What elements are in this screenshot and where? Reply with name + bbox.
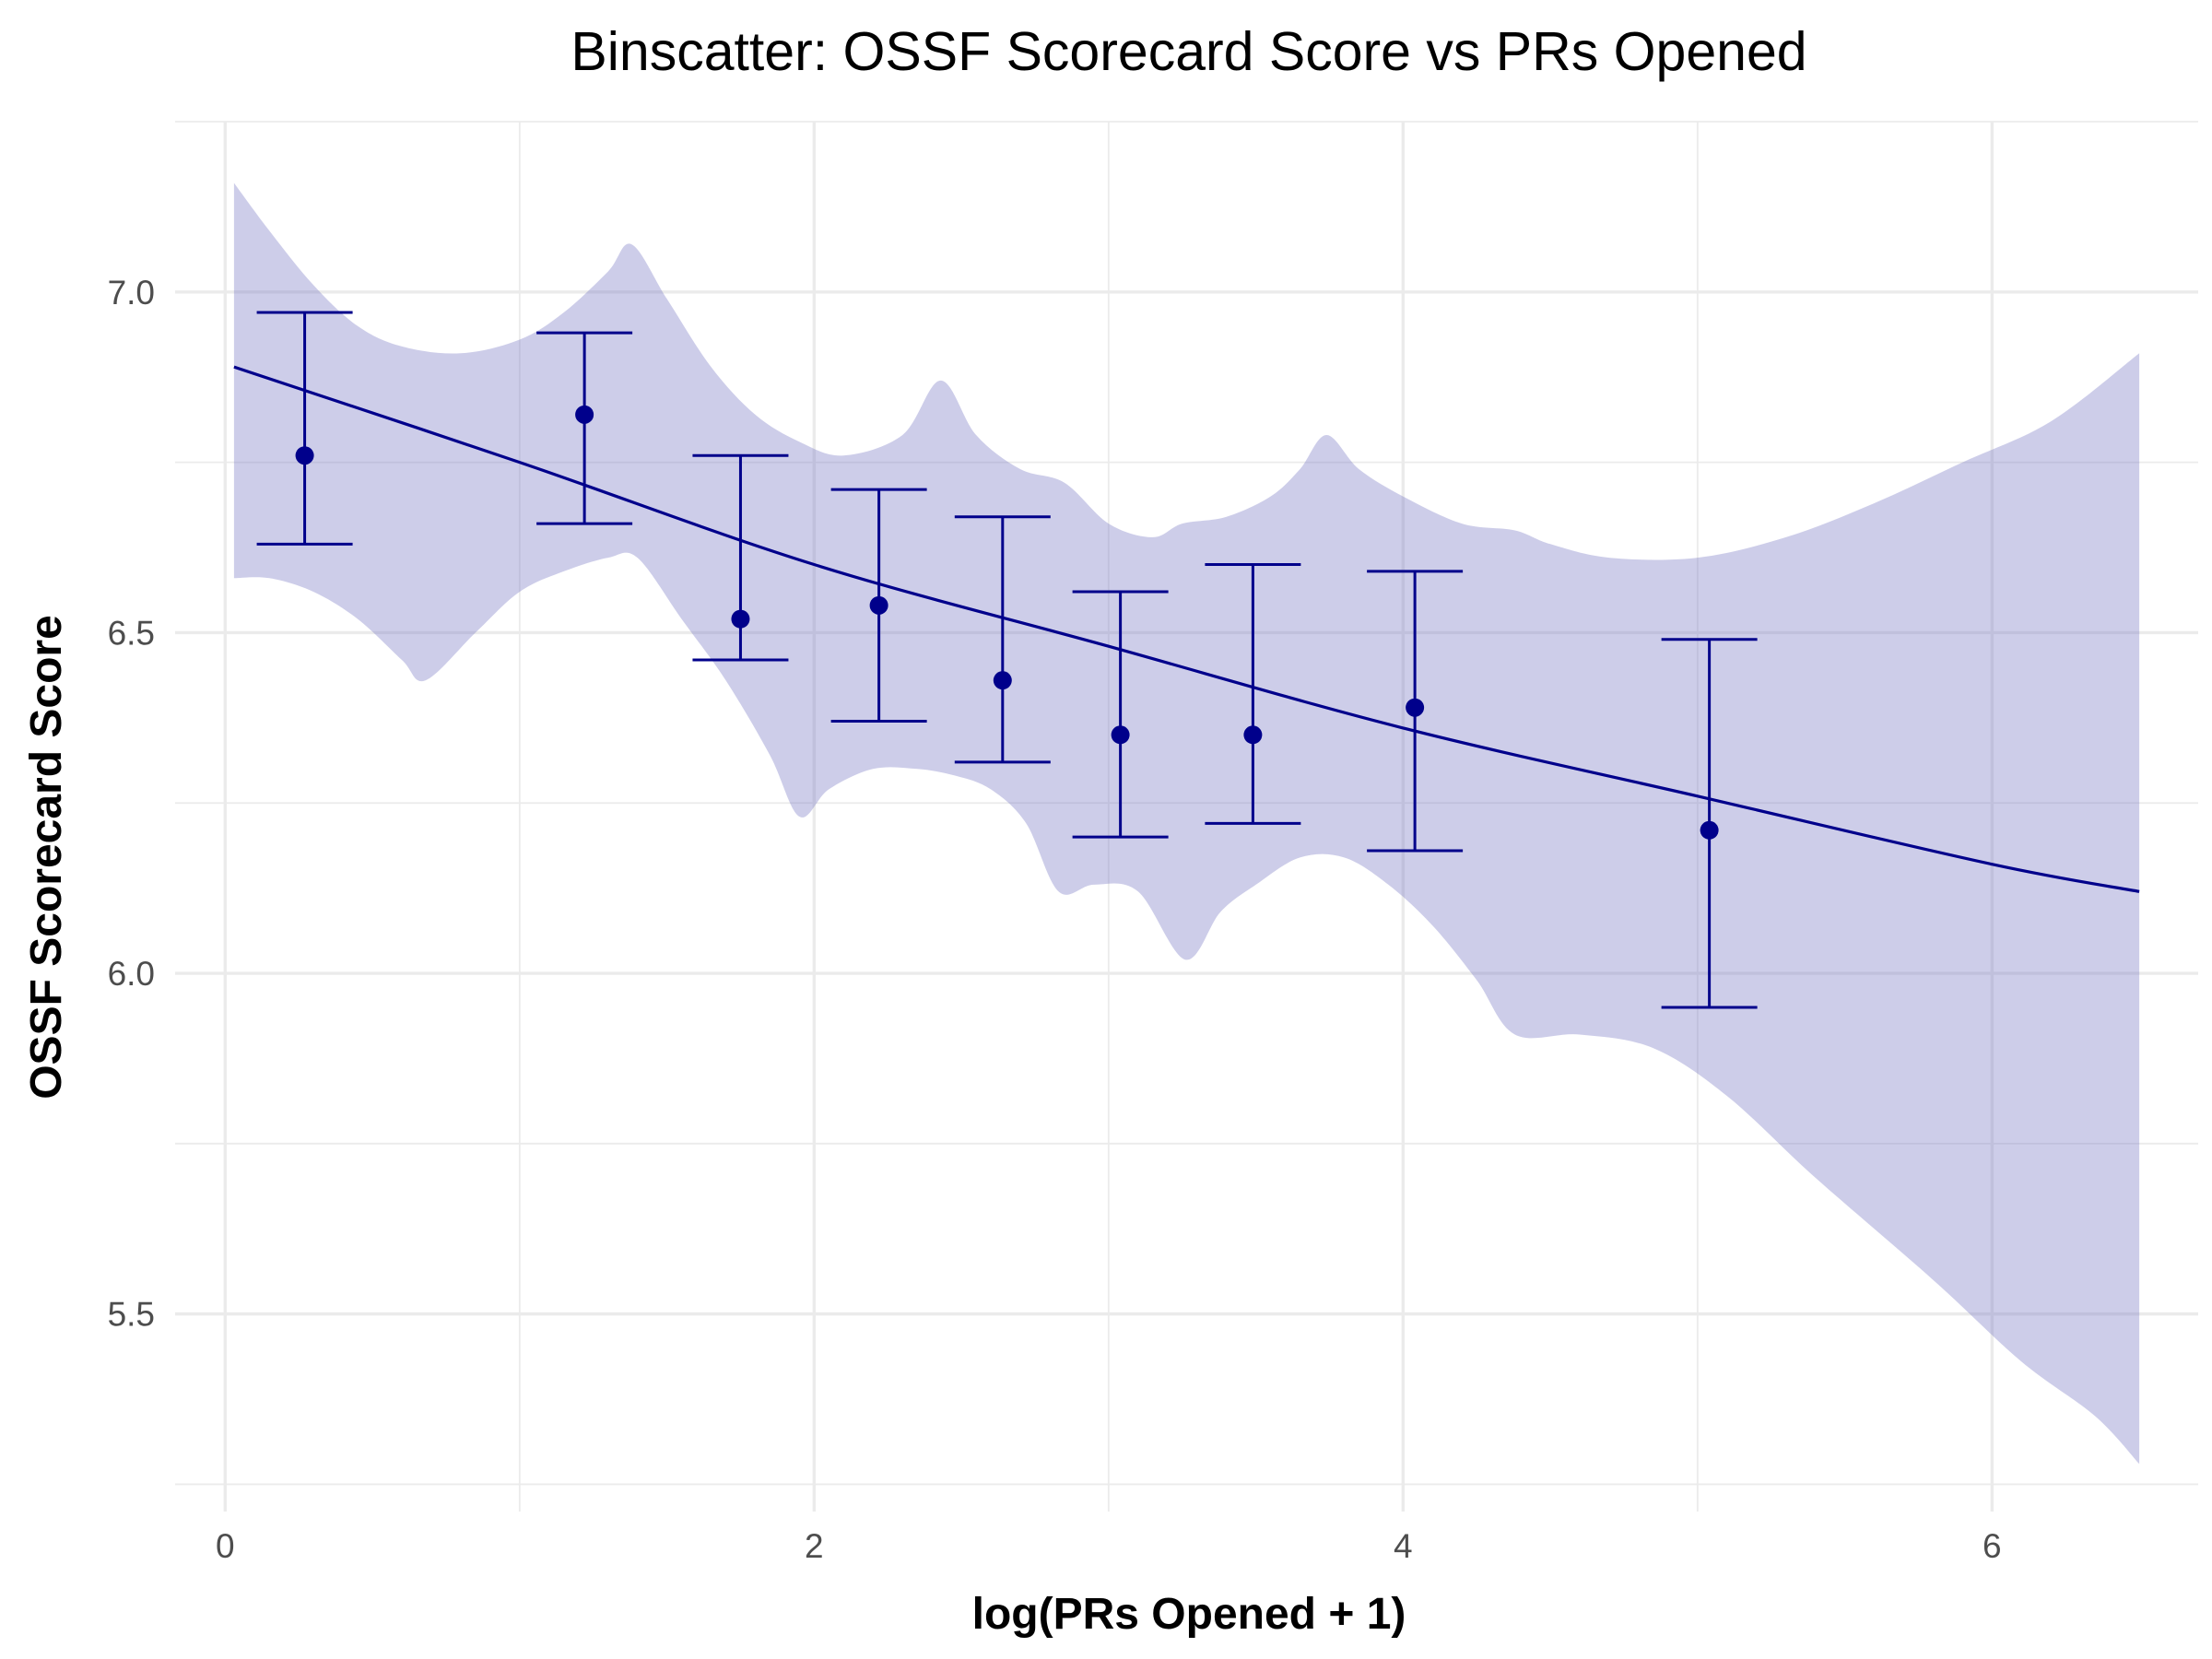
x-axis-title: log(PRs Opened + 1) (972, 1590, 1406, 1639)
y-tick-label: 5.5 (108, 1296, 155, 1334)
grid-minor (175, 121, 2198, 1512)
y-axis-title: OSSF Scorecard Score (22, 615, 71, 1100)
data-point (869, 595, 888, 615)
error-bar (954, 515, 1051, 764)
data-point (1700, 820, 1719, 840)
error-bar (256, 311, 353, 546)
error-bar (1205, 562, 1301, 825)
data-point (295, 446, 314, 465)
data-point (731, 609, 750, 629)
data-point (993, 671, 1012, 690)
data-point (1243, 725, 1263, 745)
x-tick-label: 6 (1983, 1527, 2002, 1565)
y-tick-label: 6.5 (108, 614, 155, 652)
confidence-ribbon (233, 182, 2140, 1465)
y-tick-labels: 5.5 6.0 6.5 7.0 (108, 274, 155, 1334)
x-tick-labels: 0 2 4 6 (216, 1527, 2002, 1565)
error-bar (1072, 590, 1169, 839)
y-tick-label: 7.0 (108, 274, 155, 312)
grid-major (175, 122, 2198, 1512)
fit-line-layer (233, 365, 2140, 893)
data-point (1111, 725, 1130, 745)
error-bar (536, 331, 633, 525)
x-tick-label: 4 (1394, 1527, 1413, 1565)
y-tick-label: 6.0 (108, 955, 155, 993)
data-point (1406, 698, 1425, 717)
data-point (575, 405, 594, 424)
error-bar-layer (256, 311, 1758, 1009)
fit-line (233, 365, 2140, 893)
chart-title: Binscatter: OSSF Scorecard Score vs PRs … (571, 21, 1806, 82)
x-tick-label: 0 (216, 1527, 235, 1565)
confidence-ribbon-layer (233, 182, 2140, 1465)
x-tick-label: 2 (805, 1527, 824, 1565)
points-layer (295, 405, 1719, 840)
